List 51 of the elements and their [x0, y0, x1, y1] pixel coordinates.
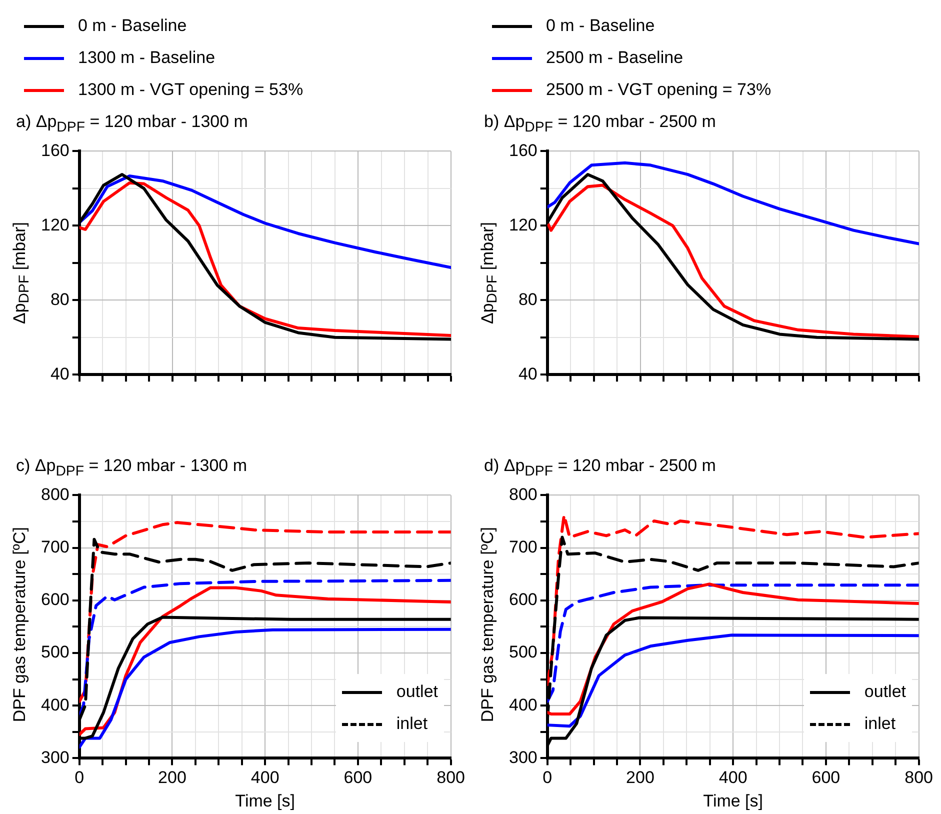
legend-label: 2500 m - VGT opening = 73% [546, 80, 772, 100]
chart-title: c) Δp$_{DPF}$ = 120 mbar - 1300 m [16, 456, 248, 482]
chart-title: d) Δp$_{DPF}$ = 120 mbar - 2500 m [484, 456, 717, 482]
line-series [79, 578, 451, 718]
y-tick-label: 500 [40, 642, 70, 662]
y-tick-label: 700 [508, 537, 538, 556]
y-tick-label: 400 [40, 695, 70, 714]
x-tick-label: 400 [718, 768, 748, 788]
y-tick-label: 500 [508, 642, 538, 662]
line-series [79, 521, 451, 703]
x-tick-label: 800 [436, 768, 466, 788]
legend-label: 0 m - Baseline [78, 16, 187, 36]
legend-label: 0 m - Baseline [546, 16, 655, 36]
legend-label: inlet [864, 714, 896, 734]
x-tick-label: 0 [542, 768, 552, 788]
chart-title: a) Δp$_{DPF}$ = 120 mbar - 1300 m [16, 112, 249, 138]
y-tick-label: 40 [50, 364, 70, 384]
chart-title: b) Δp$_{DPF}$ = 120 mbar - 2500 m [484, 112, 717, 138]
line-series [547, 514, 919, 686]
y-tick-label: 800 [40, 484, 70, 504]
y-axis-title: DPF gas temperature [ºC] [10, 527, 30, 723]
x-tick-label: 600 [812, 768, 840, 788]
x-tick-label: 0 [74, 768, 84, 788]
y-tick-label: 600 [40, 590, 70, 610]
x-tick-label: 200 [158, 768, 186, 788]
y-tick-label: 80 [518, 290, 538, 309]
y-tick-label: 160 [508, 140, 538, 160]
legend-label: 1300 m - Baseline [78, 48, 216, 68]
y-tick-label: 80 [50, 290, 70, 309]
x-tick-label: 800 [904, 768, 934, 788]
y-tick-label: 160 [40, 140, 70, 160]
y-tick-label: 400 [508, 695, 538, 714]
y-tick-label: 600 [508, 590, 538, 610]
y-tick-label: 120 [40, 215, 70, 234]
y-tick-label: 700 [40, 537, 70, 556]
y-tick-label: 40 [518, 364, 538, 384]
y-tick-label: 300 [40, 748, 70, 767]
y-tick-label: 120 [508, 215, 538, 234]
y-tick-label: 300 [508, 748, 538, 767]
legend-label: outlet [864, 682, 906, 702]
x-tick-label: 400 [250, 768, 280, 788]
legend-label: 2500 m - Baseline [546, 48, 684, 68]
legend-label: 1300 m - VGT opening = 53% [78, 80, 304, 100]
x-axis-title: Time [s] [703, 791, 764, 810]
y-axis-title: DPF gas temperature [ºC] [478, 527, 498, 723]
x-tick-label: 200 [626, 768, 654, 788]
x-axis-title: Time [s] [235, 791, 296, 810]
y-tick-label: 800 [508, 484, 538, 504]
legend-label: inlet [396, 714, 428, 734]
x-tick-label: 600 [344, 768, 372, 788]
legend-label: outlet [396, 682, 438, 702]
